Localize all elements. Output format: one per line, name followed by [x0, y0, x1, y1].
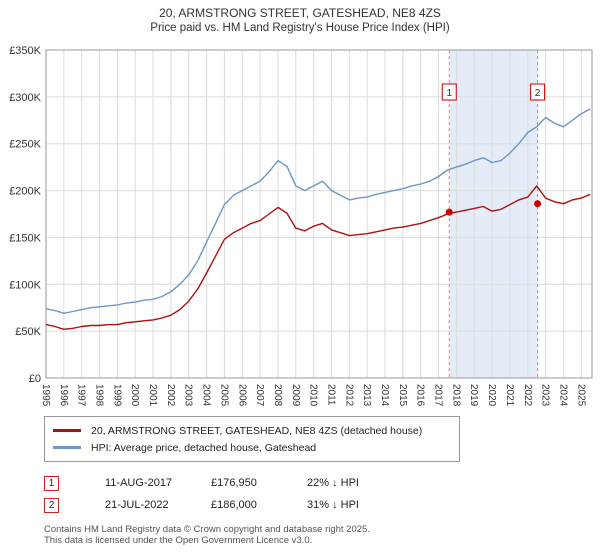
svg-text:2014: 2014 [379, 384, 390, 407]
svg-text:£250K: £250K [9, 139, 41, 151]
annotation-note-2: 31% ↓ HPI [307, 499, 359, 511]
svg-text:£50K: £50K [15, 326, 41, 338]
svg-text:£200K: £200K [9, 186, 41, 198]
svg-text:£0: £0 [29, 373, 41, 385]
svg-text:2001: 2001 [147, 384, 158, 407]
license-footer: Contains HM Land Registry data © Crown c… [44, 524, 600, 547]
legend-swatch-hpi [53, 446, 81, 449]
svg-text:£150K: £150K [9, 232, 41, 244]
svg-text:1997: 1997 [76, 384, 87, 407]
svg-text:2023: 2023 [540, 384, 551, 407]
svg-text:2020: 2020 [486, 384, 497, 407]
svg-text:2022: 2022 [522, 384, 533, 407]
annotation-date-2: 21-JUL-2022 [105, 499, 169, 511]
annotation-price-1: £176,950 [211, 477, 257, 489]
svg-text:1995: 1995 [40, 384, 51, 407]
svg-text:2016: 2016 [415, 384, 426, 407]
legend-row-hpi: HPI: Average price, detached house, Gate… [53, 439, 451, 456]
chart-subtitle: Price paid vs. HM Land Registry's House … [150, 22, 450, 34]
svg-text:2011: 2011 [325, 384, 336, 406]
legend-swatch-property [53, 429, 81, 432]
svg-text:1: 1 [446, 88, 452, 99]
annotation-marker-2: 2 [44, 497, 59, 513]
svg-text:2012: 2012 [343, 384, 354, 407]
svg-text:2: 2 [535, 88, 541, 99]
svg-text:2024: 2024 [557, 384, 568, 407]
svg-text:2021: 2021 [504, 384, 515, 407]
annotation-note-1: 22% ↓ HPI [307, 477, 359, 489]
svg-text:2009: 2009 [290, 384, 301, 407]
annotation-row-2: 2 21-JUL-2022 £186,000 31% ↓ HPI [44, 494, 600, 516]
footer-line-1: Contains HM Land Registry data © Crown c… [44, 524, 370, 535]
sales-annotations: 1 11-AUG-2017 £176,950 22% ↓ HPI 2 21-JU… [44, 472, 600, 516]
svg-text:1999: 1999 [111, 384, 122, 407]
svg-text:2019: 2019 [468, 384, 479, 407]
annotation-price-2: £186,000 [211, 499, 257, 511]
annotation-marker-1: 1 [44, 475, 59, 491]
svg-text:£100K: £100K [9, 279, 41, 291]
svg-text:2000: 2000 [129, 384, 140, 407]
svg-text:2010: 2010 [308, 384, 319, 407]
svg-text:1996: 1996 [58, 384, 69, 407]
svg-text:2003: 2003 [183, 384, 194, 407]
svg-text:2008: 2008 [272, 384, 283, 407]
legend: 20, ARMSTRONG STREET, GATESHEAD, NE8 4ZS… [44, 416, 460, 462]
svg-text:2013: 2013 [361, 384, 372, 407]
footer-line-2: This data is licensed under the Open Gov… [44, 535, 313, 547]
legend-row-property: 20, ARMSTRONG STREET, GATESHEAD, NE8 4ZS… [53, 422, 451, 439]
legend-label-hpi: HPI: Average price, detached house, Gate… [91, 441, 317, 454]
svg-text:£350K: £350K [9, 45, 41, 57]
svg-text:2006: 2006 [236, 384, 247, 407]
annotation-row-1: 1 11-AUG-2017 £176,950 22% ↓ HPI [44, 472, 600, 494]
svg-text:2015: 2015 [397, 384, 408, 407]
svg-text:2007: 2007 [254, 384, 265, 407]
svg-text:2005: 2005 [218, 384, 229, 407]
annotation-date-1: 11-AUG-2017 [105, 477, 173, 489]
svg-text:2002: 2002 [165, 384, 176, 407]
price-chart: 1 2 £0 £50K £100K £150K £200K £250K £300K £350K 19… [9, 45, 593, 407]
chart-title: 20, ARMSTRONG STREET, GATESHEAD, NE8 4ZS [159, 6, 441, 20]
svg-text:2018: 2018 [450, 384, 461, 407]
svg-text:1998: 1998 [94, 384, 105, 407]
svg-text:2025: 2025 [575, 384, 586, 407]
svg-text:£300K: £300K [9, 92, 41, 104]
legend-label-property: 20, ARMSTRONG STREET, GATESHEAD, NE8 4ZS… [91, 424, 423, 437]
svg-text:2017: 2017 [433, 384, 444, 407]
svg-text:2004: 2004 [201, 384, 212, 407]
